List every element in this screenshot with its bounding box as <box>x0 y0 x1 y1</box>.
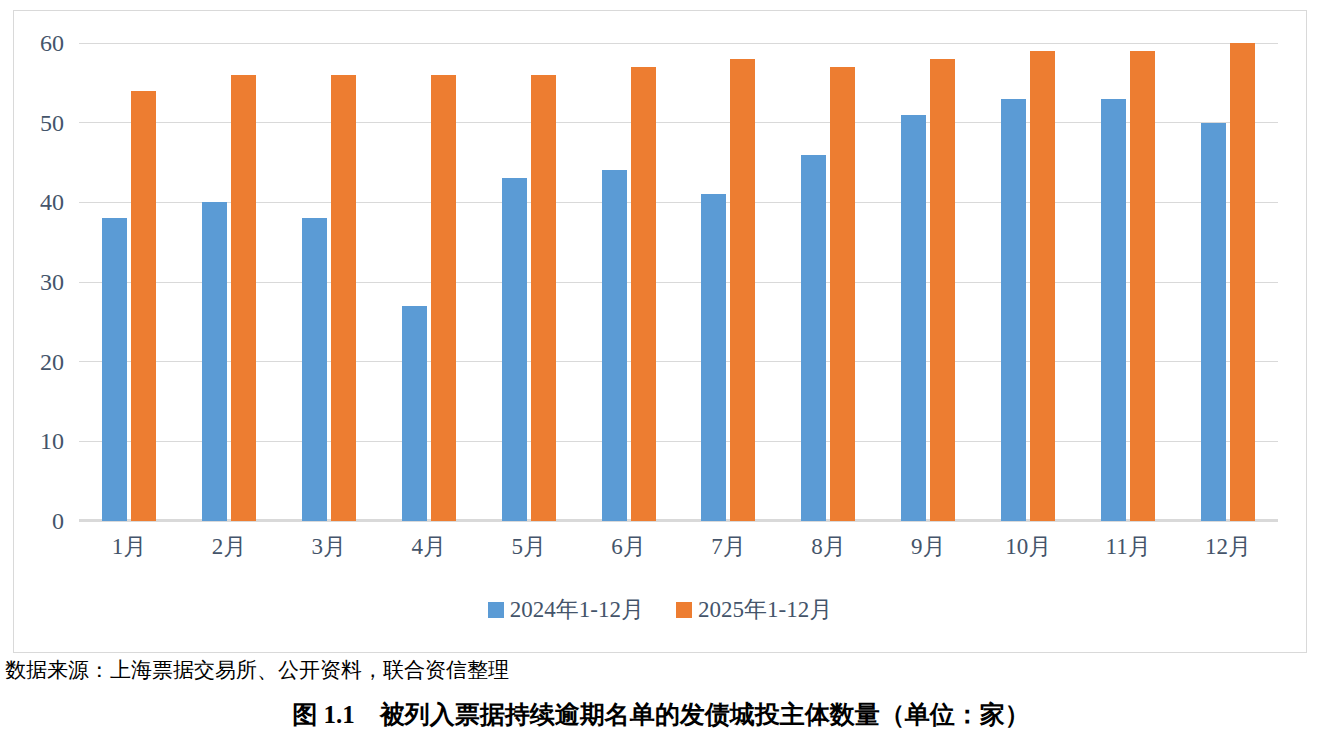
gridline-y10 <box>79 441 1278 442</box>
legend-label: 2025年1-12月 <box>698 594 832 625</box>
legend-item-2025年1-12月: 2025年1-12月 <box>676 594 832 625</box>
legend-item-2024年1-12月: 2024年1-12月 <box>488 594 644 625</box>
bar-2024年1-12月-4月 <box>402 306 427 521</box>
bar-2024年1-12月-3月 <box>302 218 327 521</box>
x-tick-label-1月: 1月 <box>79 531 179 563</box>
x-tick-label-10月: 10月 <box>978 531 1078 563</box>
bar-2024年1-12月-6月 <box>602 170 627 521</box>
x-tick-label-2月: 2月 <box>179 531 279 563</box>
bar-2025年1-12月-3月 <box>331 75 356 521</box>
bar-2025年1-12月-8月 <box>830 67 855 521</box>
bar-2025年1-12月-4月 <box>431 75 456 521</box>
y-tick-label-40: 40 <box>14 187 64 217</box>
bar-2024年1-12月-12月 <box>1201 123 1226 521</box>
legend-swatch-icon <box>488 602 504 618</box>
y-tick-label-60: 60 <box>14 28 64 58</box>
x-tick-label-6月: 6月 <box>579 531 679 563</box>
legend-label: 2024年1-12月 <box>510 594 644 625</box>
legend: 2024年1-12月 2025年1-12月 <box>14 594 1306 625</box>
bar-2025年1-12月-12月 <box>1230 43 1255 521</box>
bar-2024年1-12月-11月 <box>1101 99 1126 521</box>
gridline-y50 <box>79 122 1278 123</box>
bar-2025年1-12月-5月 <box>531 75 556 521</box>
chart-frame: 1月2月3月4月5月6月7月8月9月10月11月12月 2024年1-12月20… <box>13 10 1307 653</box>
gridline-y40 <box>79 202 1278 203</box>
bar-2025年1-12月-7月 <box>730 59 755 521</box>
x-tick-label-3月: 3月 <box>279 531 379 563</box>
figure-root: 1月2月3月4月5月6月7月8月9月10月11月12月 2024年1-12月20… <box>0 0 1322 747</box>
x-tick-label-4月: 4月 <box>379 531 479 563</box>
bar-2025年1-12月-2月 <box>231 75 256 521</box>
x-tick-label-9月: 9月 <box>878 531 978 563</box>
gridline-y0 <box>79 519 1278 522</box>
x-tick-label-12月: 12月 <box>1178 531 1278 563</box>
y-tick-label-50: 50 <box>14 108 64 138</box>
bar-2024年1-12月-5月 <box>502 178 527 521</box>
y-tick-label-20: 20 <box>14 347 64 377</box>
bar-2024年1-12月-2月 <box>202 202 227 521</box>
source-note: 数据来源：上海票据交易所、公开资料，联合资信整理 <box>5 656 509 684</box>
x-axis-labels: 1月2月3月4月5月6月7月8月9月10月11月12月 <box>79 531 1278 563</box>
y-tick-label-0: 0 <box>14 506 64 536</box>
legend-swatch-icon <box>676 602 692 618</box>
x-tick-label-7月: 7月 <box>679 531 779 563</box>
x-tick-label-8月: 8月 <box>778 531 878 563</box>
bar-2025年1-12月-11月 <box>1130 51 1155 521</box>
gridline-y60 <box>79 43 1278 44</box>
plot-area <box>79 43 1278 521</box>
bar-2025年1-12月-10月 <box>1030 51 1055 521</box>
bar-2025年1-12月-6月 <box>631 67 656 521</box>
x-tick-label-5月: 5月 <box>479 531 579 563</box>
bar-2025年1-12月-9月 <box>930 59 955 521</box>
bar-2024年1-12月-8月 <box>801 155 826 521</box>
gridline-y30 <box>79 282 1278 283</box>
bar-2024年1-12月-1月 <box>102 218 127 521</box>
figure-caption: 图 1.1 被列入票据持续逾期名单的发债城投主体数量（单位：家） <box>0 698 1322 731</box>
y-tick-label-30: 30 <box>14 267 64 297</box>
bar-2024年1-12月-9月 <box>901 115 926 521</box>
bar-2025年1-12月-1月 <box>131 91 156 521</box>
gridline-y20 <box>79 361 1278 362</box>
x-tick-label-11月: 11月 <box>1078 531 1178 563</box>
y-tick-label-10: 10 <box>14 426 64 456</box>
bar-2024年1-12月-7月 <box>701 194 726 521</box>
bar-2024年1-12月-10月 <box>1001 99 1026 521</box>
